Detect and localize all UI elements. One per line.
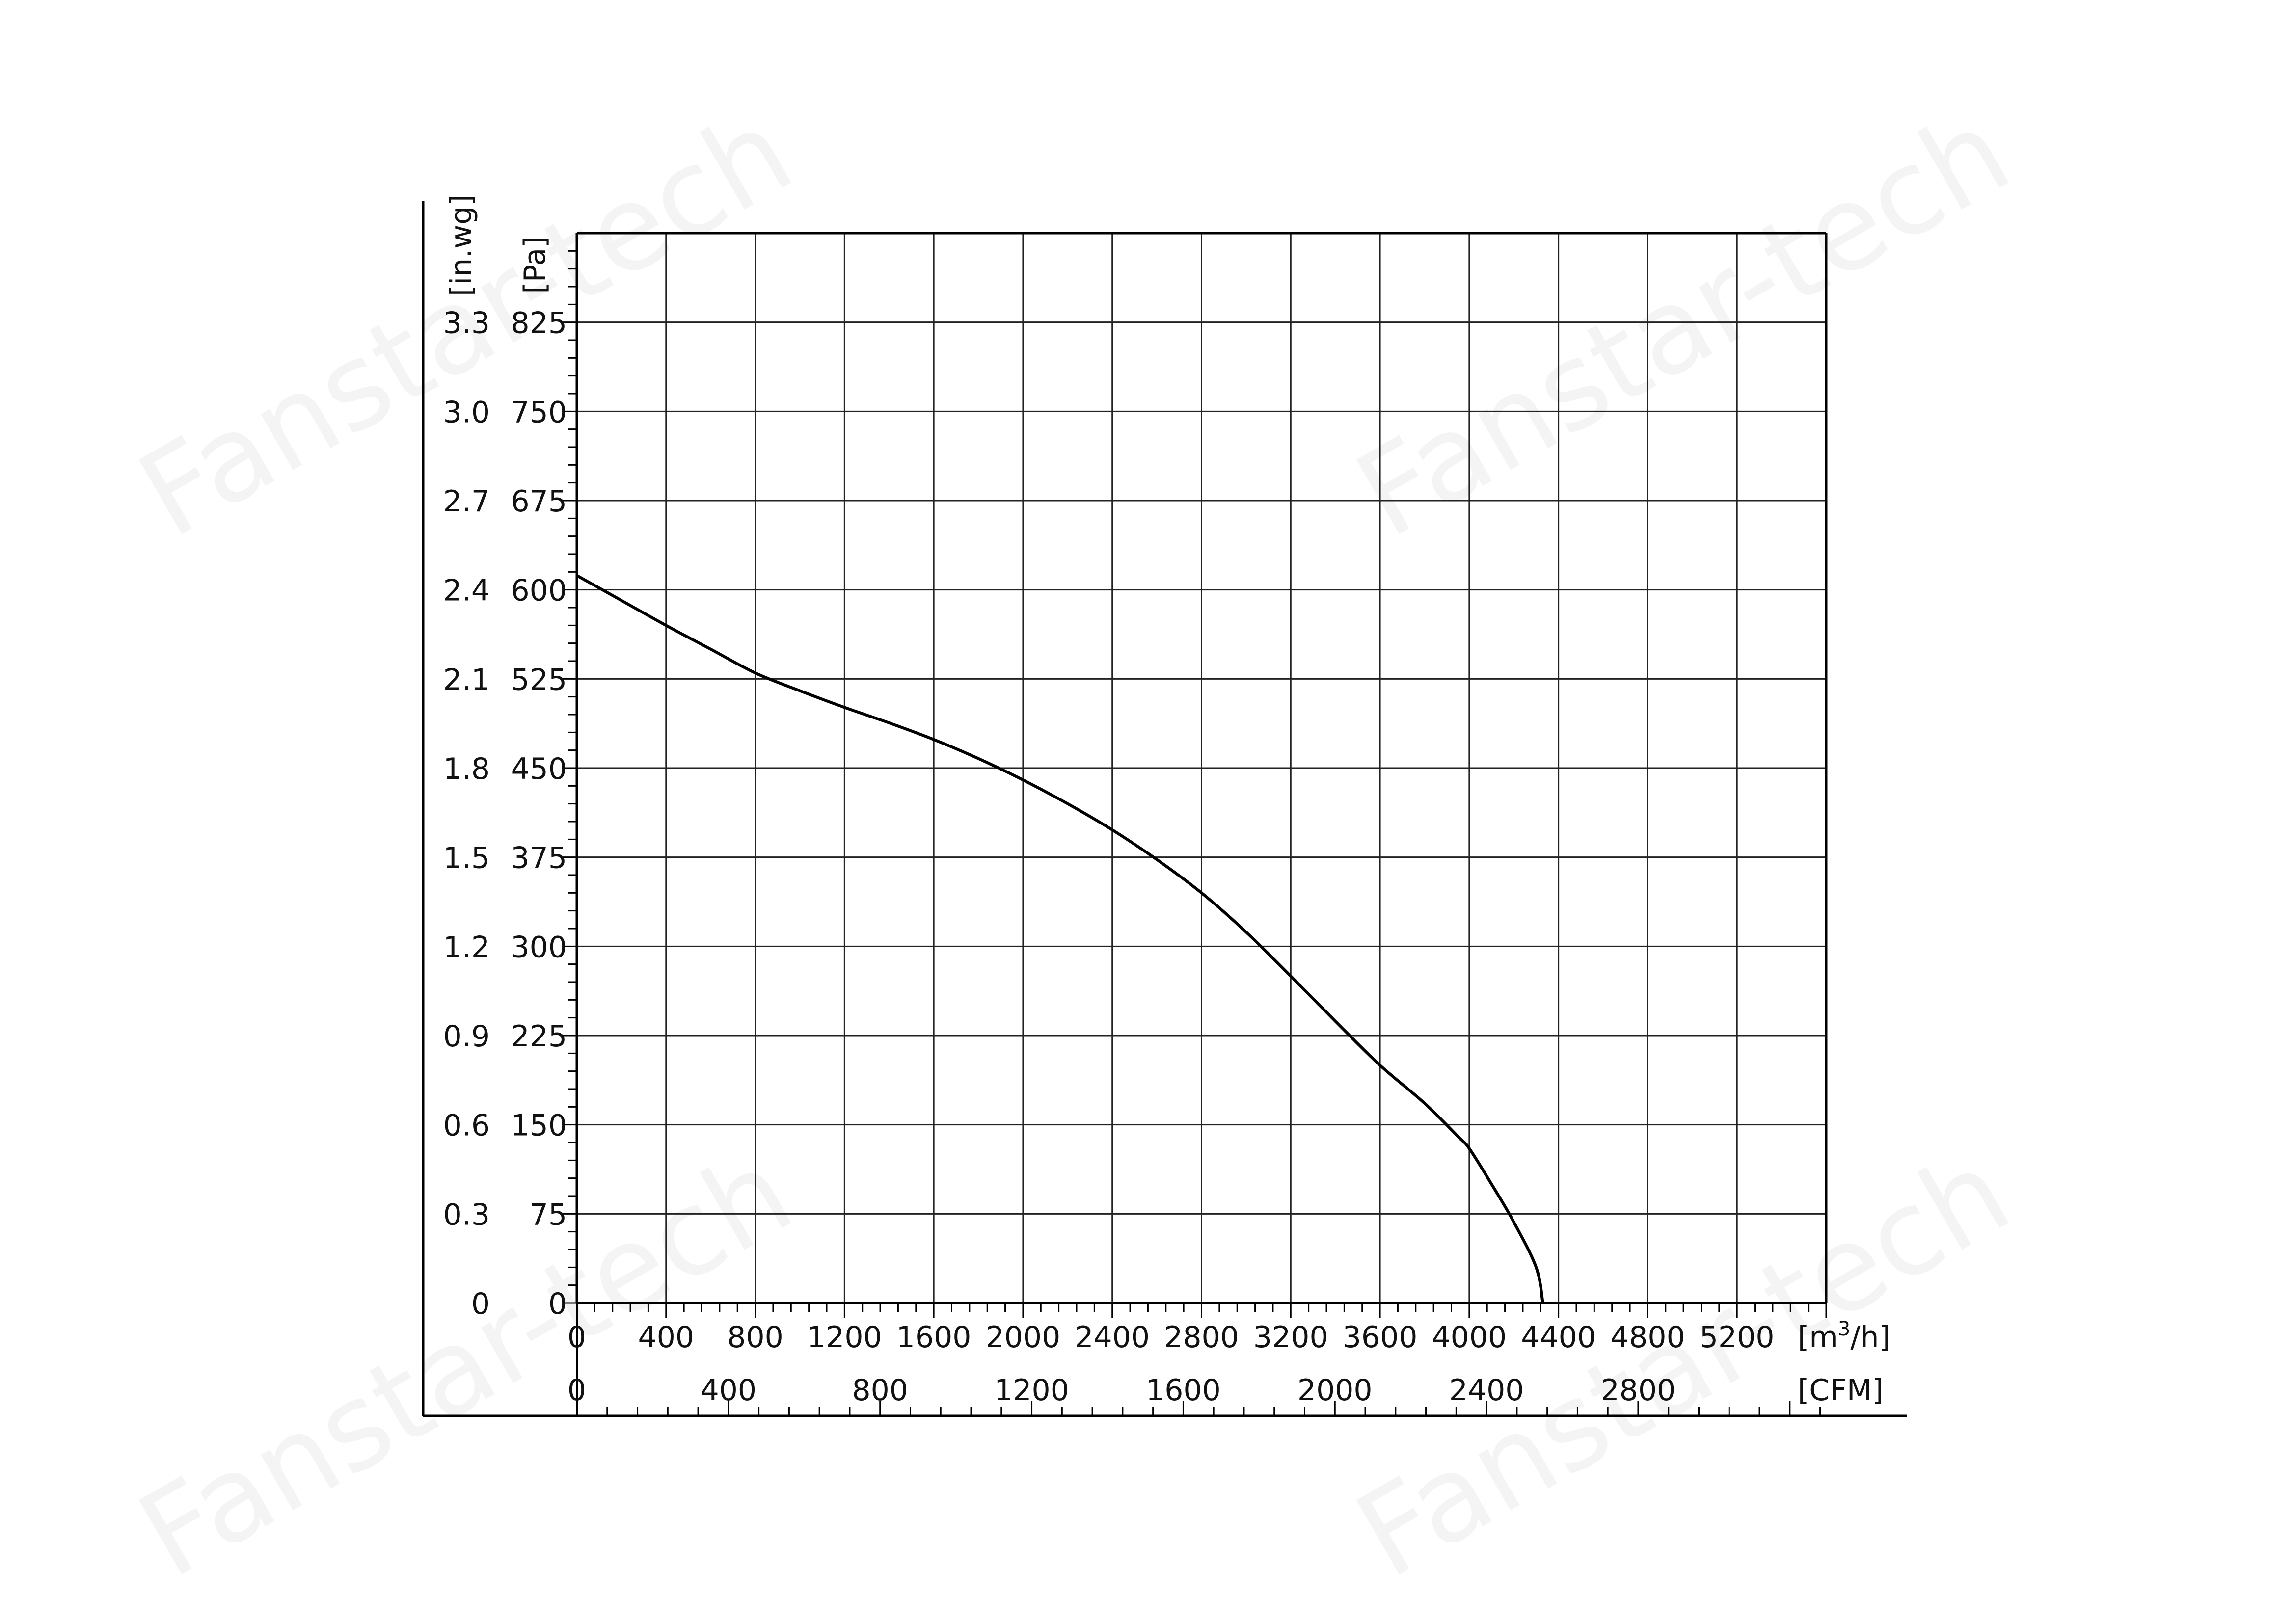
y-tick-label-inwg: 1.2 <box>443 930 490 964</box>
x-tick-label-m3h: 4000 <box>1432 1320 1507 1355</box>
axis-unit-labels: [m3/h] [CFM] [Pa] [in.wg] <box>444 194 1891 1408</box>
x-tick-label-cfm: 2800 <box>1601 1373 1676 1408</box>
x-tick-label-m3h: 4400 <box>1521 1320 1596 1355</box>
x-tick-label-cfm: 2000 <box>1297 1373 1373 1408</box>
x-tick-label-m3h: 0 <box>567 1320 586 1355</box>
y-tick-label-pa: 150 <box>511 1109 567 1143</box>
y-tick-label-pa: 450 <box>511 752 567 786</box>
y-tick-label-pa: 750 <box>511 395 567 429</box>
y-tick-label-pa: 300 <box>511 930 567 964</box>
x-tick-label-m3h: 5200 <box>1700 1320 1775 1355</box>
watermark-text: Fanstar-tech <box>1335 1123 2031 1604</box>
y-tick-label-inwg: 3.0 <box>443 395 490 429</box>
x-tick-label-m3h: 1600 <box>896 1320 972 1355</box>
grid-lines <box>577 233 1826 1303</box>
x-tick-label-m3h: 3600 <box>1343 1320 1418 1355</box>
y-tick-label-pa: 825 <box>511 306 567 341</box>
y-unit-label-inwg: [in.wg] <box>444 194 479 296</box>
x-tick-label-cfm: 1600 <box>1146 1373 1221 1408</box>
x-tick-label-m3h: 3200 <box>1253 1320 1328 1355</box>
y-tick-label-inwg: 1.5 <box>443 841 490 876</box>
y-tick-label-pa: 0 <box>548 1287 567 1321</box>
x-tick-label-m3h: 800 <box>727 1320 783 1355</box>
x-tick-label-m3h: 1200 <box>807 1320 882 1355</box>
y-tick-label-pa: 225 <box>511 1019 567 1054</box>
x-unit-label-cfm: [CFM] <box>1798 1373 1884 1408</box>
y-tick-label-pa: 525 <box>511 663 567 697</box>
y-tick-label-inwg: 2.4 <box>443 574 490 608</box>
pressure-flow-curve <box>576 574 1544 1303</box>
x-tick-label-m3h: 4800 <box>1610 1320 1685 1355</box>
tick-marks <box>562 250 1827 1416</box>
y-tick-label-inwg: 0.6 <box>443 1109 490 1143</box>
x-tick-label-cfm: 2400 <box>1449 1373 1524 1408</box>
y-tick-label-pa: 675 <box>511 484 567 519</box>
x-tick-label-cfm: 0 <box>567 1373 586 1408</box>
y-unit-label-pa: [Pa] <box>518 236 552 293</box>
y-tick-label-inwg: 2.7 <box>443 484 490 519</box>
watermark-text: Fanstar-tech <box>1335 82 2031 564</box>
y-tick-label-pa: 375 <box>511 841 567 876</box>
performance-curves <box>576 574 1544 1303</box>
x-tick-label-m3h: 400 <box>638 1320 695 1355</box>
x-tick-label-m3h: 2800 <box>1164 1320 1239 1355</box>
watermark-text: Fanstar-tech <box>117 1123 814 1604</box>
y-tick-label-inwg: 1.8 <box>443 752 490 786</box>
y-tick-label-inwg: 0.9 <box>443 1019 490 1054</box>
y-tick-label-pa: 600 <box>511 574 567 608</box>
tick-labels: 00750.31500.62250.93001.23751.54501.8525… <box>443 306 1775 1408</box>
x-tick-label-cfm: 800 <box>852 1373 908 1408</box>
y-tick-label-inwg: 2.1 <box>443 663 490 697</box>
x-unit-tail: /h] <box>1850 1320 1891 1355</box>
x-tick-label-m3h: 2400 <box>1075 1320 1150 1355</box>
y-tick-label-inwg: 0 <box>471 1287 490 1321</box>
x-unit-label-m3h: [m3/h] <box>1798 1318 1891 1355</box>
y-tick-label-inwg: 0.3 <box>443 1197 490 1232</box>
x-tick-label-cfm: 1200 <box>994 1373 1069 1408</box>
x-tick-label-m3h: 2000 <box>986 1320 1061 1355</box>
x-unit-base: [m <box>1798 1320 1838 1355</box>
y-tick-label-inwg: 3.3 <box>443 306 490 341</box>
y-tick-label-pa: 75 <box>530 1197 567 1232</box>
x-unit-superscript: 3 <box>1838 1318 1850 1340</box>
x-tick-label-cfm: 400 <box>701 1373 757 1408</box>
